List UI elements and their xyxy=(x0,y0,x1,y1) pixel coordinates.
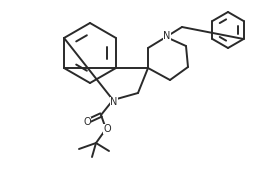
Text: O: O xyxy=(83,117,91,127)
Text: N: N xyxy=(110,97,118,107)
Text: O: O xyxy=(103,124,111,134)
Text: N: N xyxy=(163,31,171,41)
